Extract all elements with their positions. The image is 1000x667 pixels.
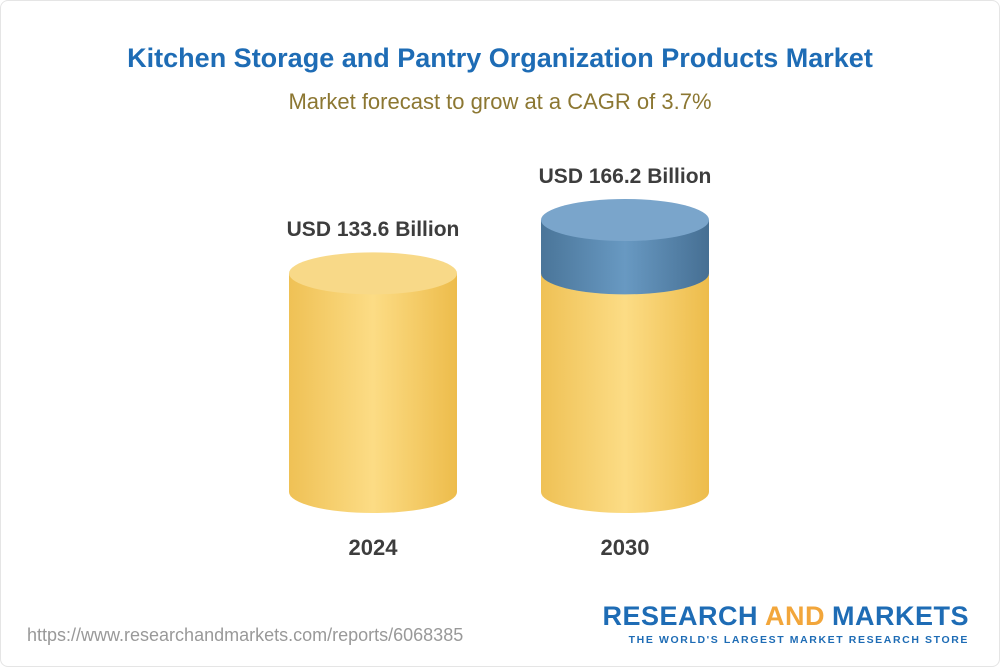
- cylinder-2030: [541, 199, 709, 513]
- logo-word-and: AND: [765, 601, 825, 631]
- chart-subtitle: Market forecast to grow at a CAGR of 3.7…: [288, 89, 712, 114]
- bar-value-label-2024: USD 133.6 Billion: [286, 218, 460, 242]
- bar-value-label-2030: USD 166.2 Billion: [538, 165, 712, 188]
- logo-tagline: THE WORLD'S LARGEST MARKET RESEARCH STOR…: [628, 634, 969, 646]
- chart-title: Kitchen Storage and Pantry Organization …: [127, 43, 873, 73]
- x-axis-label-2030: 2030: [600, 535, 650, 560]
- logo-word-markets: MARKETS: [832, 601, 969, 631]
- cylinder-2024: [289, 252, 457, 513]
- research-and-markets-logo: RESEARCH AND MARKETS THE WORLD'S LARGEST M…: [602, 602, 969, 646]
- logo-wordmark: RESEARCH AND MARKETS: [602, 602, 969, 630]
- x-axis-label-2024: 2024: [348, 535, 398, 560]
- logo-word-research: RESEARCH: [602, 601, 758, 631]
- source-url: https://www.researchandmarkets.com/repor…: [27, 625, 464, 645]
